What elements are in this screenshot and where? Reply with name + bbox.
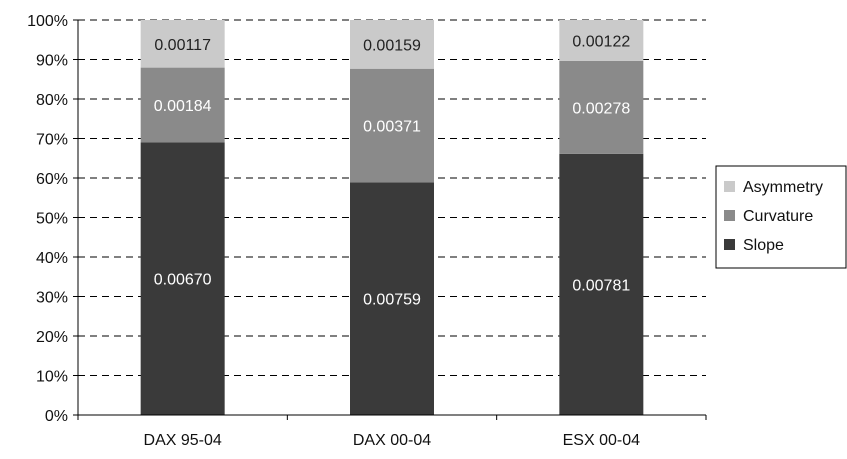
bar-segment-asymmetry xyxy=(350,20,434,69)
legend-label-curvature: Curvature xyxy=(743,208,813,225)
y-tick-label: 60% xyxy=(36,171,68,188)
bar-segment-slope xyxy=(350,182,434,415)
y-tick-label: 40% xyxy=(36,250,68,267)
x-tick-label: DAX 95-04 xyxy=(144,432,222,449)
bar-segment-slope xyxy=(559,153,644,416)
y-tick-label: 10% xyxy=(36,369,68,386)
legend-label-slope: Slope xyxy=(743,237,784,254)
data-label: 0.00781 xyxy=(572,277,630,294)
x-tick-label: ESX 00-04 xyxy=(563,432,640,449)
y-tick-label: 30% xyxy=(36,290,68,307)
y-tick-label: 20% xyxy=(36,329,68,346)
bar-segment-asymmetry xyxy=(559,20,644,61)
data-label: 0.00184 xyxy=(154,98,212,115)
y-tick-label: 50% xyxy=(36,211,68,228)
x-tick-label: DAX 00-04 xyxy=(353,432,431,449)
legend-box xyxy=(715,165,847,269)
data-label: 0.00371 xyxy=(363,119,421,136)
bar-segment-asymmetry xyxy=(140,20,225,68)
legend-swatch-asymmetry xyxy=(724,181,735,192)
y-tick-label: 80% xyxy=(36,92,68,109)
y-tick-label: 100% xyxy=(27,13,68,30)
bar-segment-curvature xyxy=(140,67,225,143)
bars: 0.00670 0.00184 0.00117 0.00759 0.00371 0.001… xyxy=(140,20,644,416)
data-label: 0.00759 xyxy=(363,292,421,309)
data-label: 0.00670 xyxy=(154,272,212,289)
data-label: 0.00159 xyxy=(363,37,421,54)
legend-swatch-slope xyxy=(724,239,735,250)
bar-segment-slope xyxy=(140,142,225,416)
data-label: 0.00117 xyxy=(154,37,211,54)
data-label: 0.00278 xyxy=(572,100,630,117)
bar-segment-curvature xyxy=(559,60,644,154)
legend-swatch-curvature xyxy=(724,210,735,221)
legend: Asymmetry Curvature Slope xyxy=(715,165,847,269)
bar-segment-curvature xyxy=(350,68,434,183)
axes: 0% 10% 20% 30% 40% 50% 60% 70% 80% 90% 100% DAX 95-… xyxy=(27,13,707,449)
legend-label-asymmetry: Asymmetry xyxy=(743,179,823,196)
y-tick-label: 70% xyxy=(36,132,68,149)
y-tick-label: 0% xyxy=(45,408,68,425)
data-label: 0.00122 xyxy=(572,33,630,50)
y-tick-label: 90% xyxy=(36,53,68,70)
